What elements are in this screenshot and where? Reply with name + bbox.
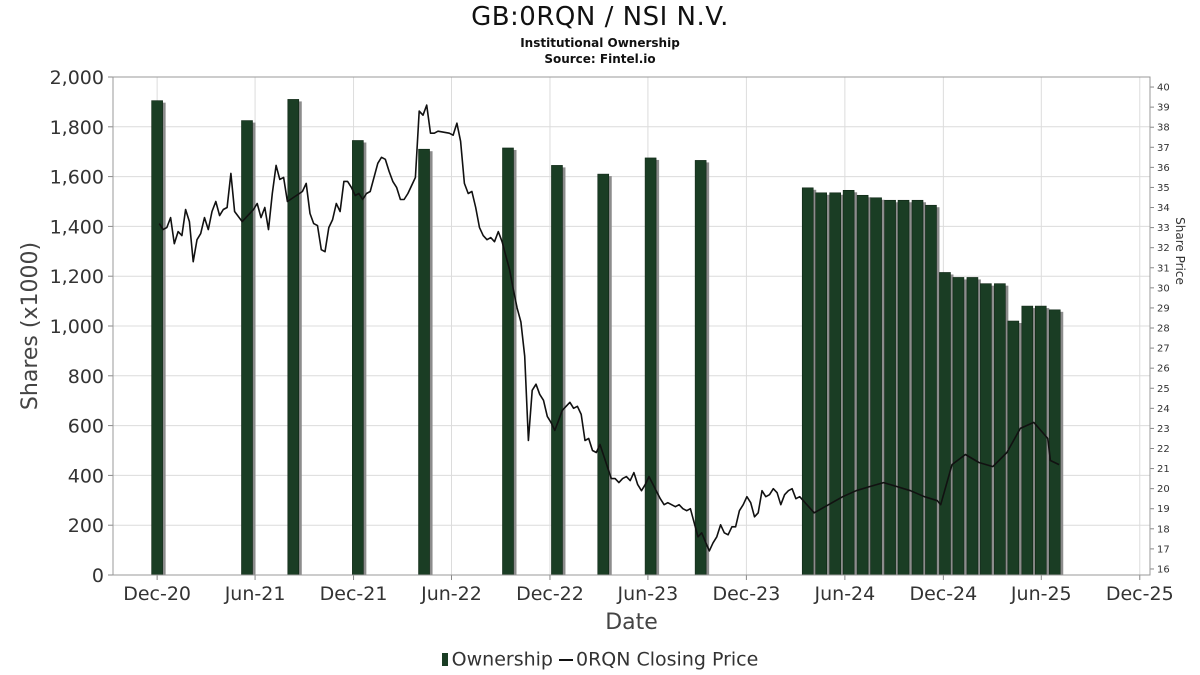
y-tick-label: 1,400 <box>50 216 104 238</box>
y2-tick-label: 36 <box>1157 163 1170 174</box>
y2-tick-label: 19 <box>1157 504 1170 515</box>
x-tick-label: Dec-23 <box>712 583 780 605</box>
y-tick-label: 1,000 <box>50 316 104 338</box>
y2-tick-label: 38 <box>1157 123 1170 134</box>
y2-tick-label: 32 <box>1157 243 1170 254</box>
ownership-bar <box>980 283 992 576</box>
y2-tick-label: 26 <box>1157 364 1170 375</box>
ownership-bar <box>151 100 163 576</box>
ownership-bar <box>287 99 300 576</box>
ownership-bar <box>815 192 827 576</box>
ownership-bar <box>939 272 951 576</box>
price-line <box>158 104 1060 552</box>
y2-tick-label: 31 <box>1157 263 1170 274</box>
ownership-bar <box>418 148 430 576</box>
ownership-bar <box>1021 305 1034 576</box>
ownership-bar <box>1048 309 1061 576</box>
ownership-bar <box>884 199 896 576</box>
y-axis-title: Shares (x1000) <box>18 242 43 410</box>
x-tick-label: Dec-21 <box>320 583 388 605</box>
y2-tick-label: 23 <box>1157 424 1170 435</box>
ownership-bar <box>842 189 855 576</box>
ownership-bar <box>502 147 514 576</box>
price-legend-swatch <box>558 658 573 661</box>
ownership-bar <box>241 120 253 576</box>
y2-tick-label: 24 <box>1157 404 1170 415</box>
y2-tick-label: 37 <box>1157 143 1170 154</box>
x-tick-label: Dec-22 <box>516 583 584 605</box>
ownership-bar <box>925 204 937 576</box>
ownership-bar <box>829 192 841 576</box>
y2-tick-label: 27 <box>1157 344 1170 355</box>
ownership-bar <box>597 173 610 576</box>
legend-price-label: 0RQN Closing Price <box>575 648 759 671</box>
x-tick-label: Jun-24 <box>814 583 876 605</box>
ownership-bar <box>801 187 814 576</box>
x-tick-label: Dec-20 <box>123 583 191 605</box>
y-tick-label: 2,000 <box>50 67 104 89</box>
ownership-bar <box>994 283 1006 576</box>
y-tick-label: 1,800 <box>50 117 104 139</box>
y2-tick-label: 16 <box>1157 564 1170 575</box>
ownership-bar <box>551 165 563 576</box>
y2-tick-label: 40 <box>1157 83 1170 94</box>
chart-subtitle: Institutional Ownership <box>520 36 680 50</box>
y2-tick-label: 29 <box>1157 303 1170 314</box>
chart-title: GB:0RQN / NSI N.V. <box>471 2 729 32</box>
ownership-bar <box>694 160 707 576</box>
y2-tick-label: 22 <box>1157 444 1170 455</box>
y-tick-label: 600 <box>68 416 104 438</box>
x-axis-title: Date <box>605 610 658 635</box>
ownership-bar <box>966 277 979 576</box>
y2-tick-label: 21 <box>1157 464 1170 475</box>
legend-ownership-label: Ownership <box>451 648 553 671</box>
y2-tick-label: 30 <box>1157 283 1170 294</box>
y2-tick-label: 35 <box>1157 183 1170 194</box>
ownership-bar <box>1034 305 1047 576</box>
y-tick-label: 400 <box>68 465 104 487</box>
ownership-bar <box>897 199 910 576</box>
ownership-bar <box>856 194 869 576</box>
y-tick-label: 1,600 <box>50 167 104 189</box>
plot-frame <box>112 76 1151 576</box>
y2-tick-label: 17 <box>1157 544 1170 555</box>
x-tick-label: Jun-25 <box>1010 583 1072 605</box>
y-tick-label: 1,200 <box>50 266 104 288</box>
ownership-bar <box>952 277 965 576</box>
x-tick-label: Jun-22 <box>420 583 482 605</box>
ownership-bar <box>352 140 364 576</box>
x-tick-label: Jun-23 <box>617 583 679 605</box>
x-tick-label: Jun-21 <box>224 583 286 605</box>
legend: Ownership 0RQN Closing Price <box>0 648 1200 671</box>
ownership-bar <box>870 197 882 576</box>
ownership-bar <box>644 157 657 576</box>
y2-tick-label: 20 <box>1157 484 1170 495</box>
y2-tick-label: 33 <box>1157 223 1170 234</box>
ownership-bar <box>911 199 924 576</box>
y2-tick-label: 18 <box>1157 524 1170 535</box>
x-tick-label: Dec-25 <box>1106 583 1174 605</box>
y-tick-label: 800 <box>68 366 104 388</box>
y2-axis-title: Share Price <box>1173 217 1187 285</box>
y-tick-label: 200 <box>68 515 104 537</box>
ownership-legend-swatch <box>441 653 448 666</box>
y2-tick-label: 39 <box>1157 103 1170 114</box>
chart-source: Source: Fintel.io <box>544 52 656 66</box>
y-tick-label: 0 <box>92 565 104 587</box>
y2-tick-label: 25 <box>1157 384 1170 395</box>
x-tick-label: Dec-24 <box>909 583 977 605</box>
y2-tick-label: 28 <box>1157 324 1170 335</box>
y2-tick-label: 34 <box>1157 203 1170 214</box>
